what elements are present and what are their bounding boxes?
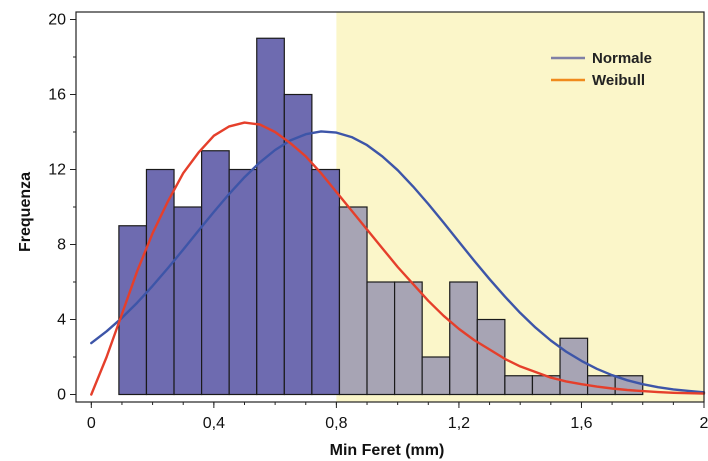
curve-normale bbox=[90, 130, 706, 394]
histogram-bars bbox=[118, 37, 644, 396]
x-tick-label-2: 0,8 bbox=[325, 415, 347, 432]
legend-label-normale: Normale bbox=[592, 50, 652, 67]
x-tick-label-1: 0,4 bbox=[203, 415, 225, 432]
histogram-bar-1 bbox=[145, 168, 175, 396]
histogram-bar-3 bbox=[201, 150, 230, 396]
x-axis-title: Min Feret (mm) bbox=[330, 442, 445, 459]
histogram-bar-11 bbox=[421, 356, 451, 396]
y-tick-label-4: 16 bbox=[48, 87, 66, 104]
y-tick-label-5: 20 bbox=[48, 12, 66, 29]
histogram-bar-5 bbox=[256, 37, 285, 396]
legend: Normale Weibull bbox=[551, 50, 652, 89]
histogram-bar-9 bbox=[366, 281, 396, 396]
y-tick-label-2: 8 bbox=[57, 237, 66, 254]
legend-label-weibull: Weibull bbox=[592, 72, 645, 89]
histogram-bar-7 bbox=[311, 168, 341, 396]
x-tick-label-0: 0 bbox=[87, 415, 96, 432]
histogram-bar-16 bbox=[559, 337, 589, 396]
x-tick-label-3: 1,2 bbox=[448, 415, 470, 432]
curve-weibull bbox=[90, 121, 706, 396]
histogram-bar-2 bbox=[173, 206, 203, 396]
histogram-bar-6 bbox=[283, 93, 313, 396]
histogram-bar-10 bbox=[393, 281, 423, 396]
y-axis-title: Frequenza bbox=[17, 172, 34, 252]
y-tick-label-0: 0 bbox=[57, 387, 66, 404]
y-tick-label-3: 12 bbox=[48, 162, 66, 179]
y-tick-label-1: 4 bbox=[57, 312, 66, 329]
histogram-bar-8 bbox=[338, 206, 368, 396]
fitted-curves bbox=[90, 121, 706, 396]
histogram-bar-4 bbox=[228, 168, 258, 396]
x-tick-label-5: 2 bbox=[700, 415, 708, 432]
x-tick-label-4: 1,6 bbox=[570, 415, 592, 432]
histogram-bar-14 bbox=[504, 375, 534, 396]
